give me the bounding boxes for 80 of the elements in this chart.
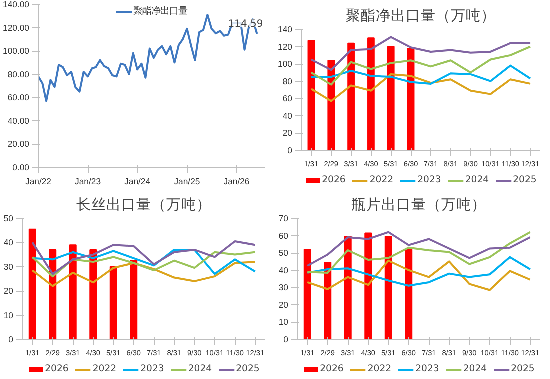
- y-tick-label: 30: [278, 282, 289, 293]
- chart-title: 聚酯净出口量（万吨）: [346, 8, 496, 24]
- legend-label: 2023: [418, 174, 442, 186]
- bar: [384, 236, 392, 340]
- y-tick-label: 10: [4, 310, 14, 320]
- bar: [110, 266, 118, 340]
- y-tick-label: 30: [4, 262, 14, 272]
- legend-label: 2024: [465, 174, 490, 186]
- y-tick-label: 20: [278, 300, 289, 310]
- y-tick-label: 60: [282, 94, 293, 104]
- legend-label: 2025: [511, 364, 535, 374]
- line-series: [306, 231, 532, 268]
- y-tick-label: 40: [278, 265, 289, 276]
- line-series: [306, 256, 532, 287]
- line-series: [306, 231, 532, 274]
- y-tick-label: 0: [284, 334, 289, 344]
- bar: [348, 42, 355, 150]
- legend-label: 2025: [236, 364, 260, 374]
- y-tick-label: 0: [288, 146, 293, 156]
- legend-label: 2024: [188, 364, 212, 374]
- y-tick-label: 100: [278, 59, 293, 70]
- legend-label: 2022: [370, 174, 394, 186]
- chart-title: 长丝出口量（万吨）: [76, 196, 212, 214]
- y-tick-label: 20: [4, 286, 14, 296]
- y-tick-label: 0.00: [12, 162, 30, 172]
- line-series: [310, 46, 532, 86]
- bar: [304, 249, 312, 340]
- x-tick-label: Jan/25: [174, 176, 200, 186]
- bar: [28, 228, 36, 340]
- line-series: [310, 64, 532, 85]
- x-tick-label: Jan/23: [75, 176, 102, 186]
- line-series: [32, 261, 256, 288]
- legend-label: 2025: [513, 174, 537, 186]
- y-tick-label: 50: [4, 214, 14, 224]
- y-tick-label: 20.00: [8, 139, 30, 150]
- legend-label: 2022: [92, 364, 117, 374]
- legend-label: 2022: [368, 364, 392, 374]
- legend-label: 2023: [416, 364, 440, 374]
- bar: [69, 244, 77, 340]
- y-tick-label: 60.00: [8, 92, 30, 103]
- y-tick-label: 140.00: [3, 0, 30, 10]
- y-tick-label: 10: [278, 317, 289, 328]
- y-tick-label: 80.00: [8, 69, 30, 80]
- y-tick-label: 60: [278, 230, 289, 241]
- bar: [130, 260, 138, 340]
- y-tick-label: 40: [4, 238, 14, 248]
- legend-label: 2026: [45, 364, 69, 374]
- legend-label: 2024: [463, 364, 488, 374]
- y-tick-label: 50: [278, 248, 289, 258]
- line-series: [310, 73, 532, 102]
- y-tick-label: 70: [278, 214, 289, 224]
- line-series: [306, 260, 532, 292]
- legend-label: 聚酯净出口量: [134, 5, 188, 18]
- line-series: [32, 240, 256, 276]
- legend-label: 2026: [322, 174, 346, 186]
- bar: [344, 236, 352, 340]
- bar: [368, 38, 375, 150]
- y-tick-label: 0: [8, 334, 14, 344]
- y-tick-label: 120.00: [3, 22, 30, 33]
- x-tick-label: Jan/24: [124, 176, 151, 186]
- bar: [90, 249, 98, 340]
- line-series: [310, 36, 532, 72]
- chart-title: 瓶片出口量（万吨）: [352, 196, 486, 214]
- bar: [405, 249, 413, 340]
- y-tick-label: 120: [278, 42, 293, 52]
- bar: [324, 262, 332, 340]
- x-tick-label: Jan/22: [26, 176, 52, 186]
- y-tick-label: 140: [278, 24, 293, 34]
- data-label: 114.59: [228, 19, 264, 30]
- y-tick-label: 20: [282, 128, 293, 138]
- bar: [387, 46, 395, 150]
- y-tick-label: 80: [282, 76, 293, 86]
- legend-label: 2026: [320, 364, 344, 374]
- y-tick-label: 40.00: [8, 116, 30, 126]
- y-tick-label: 100.00: [3, 46, 30, 56]
- y-tick-label: 40: [282, 110, 293, 121]
- legend-label: 2023: [140, 364, 164, 374]
- x-tick-label: Jan/26: [224, 176, 250, 186]
- bar: [364, 232, 372, 340]
- bar: [308, 40, 316, 150]
